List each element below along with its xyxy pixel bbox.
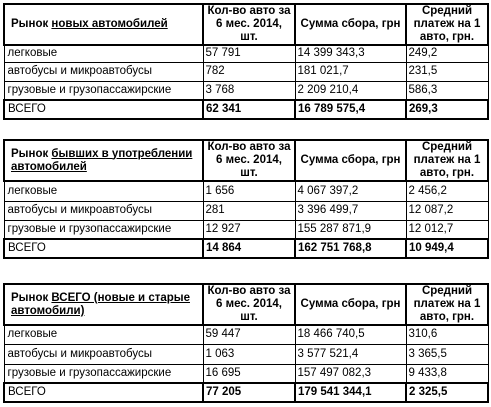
- row-avg: 310,6: [405, 324, 489, 345]
- row-count: 16 695: [202, 363, 296, 384]
- row-count: 3 768: [202, 80, 296, 101]
- row-sum: 181 021,7: [294, 61, 407, 82]
- row-avg: 9 433,8: [405, 363, 489, 384]
- table-row: автобусы и микроавтобусы 1 063 3 577 521…: [3, 343, 489, 365]
- all-cars-table: Рынок ВСЕГО (новые и старые автомобили) …: [3, 283, 489, 403]
- row-avg: 3 365,5: [405, 343, 489, 365]
- market-name: новых автомобилей: [51, 18, 168, 30]
- total-row: ВСЕГО 14 864 162 751 768,8 10 949,4: [3, 238, 489, 259]
- row-sum: 157 497 082,3: [294, 363, 407, 384]
- total-count: 77 205: [202, 382, 296, 403]
- row-label: легковые: [3, 180, 204, 202]
- col-avg-header: Средний платеж на 1 авто, грн.: [405, 283, 489, 326]
- total-sum: 179 541 344,1: [294, 382, 407, 403]
- market-title: Рынок бывших в употреблении автомобилей: [3, 139, 204, 182]
- row-sum: 3 577 521,4: [294, 343, 407, 365]
- total-label: ВСЕГО: [3, 238, 204, 259]
- total-row: ВСЕГО 62 341 16 789 575,4 269,3: [3, 99, 489, 120]
- row-count: 59 447: [202, 324, 296, 345]
- row-avg: 12 012,7: [405, 219, 489, 240]
- row-avg: 12 087,2: [405, 200, 489, 221]
- table-row: грузовые и грузопассажирские 16 695 157 …: [3, 363, 489, 384]
- row-label: грузовые и грузопассажирские: [3, 363, 204, 384]
- table-header-row: Рынок ВСЕГО (новые и старые автомобили) …: [3, 283, 489, 326]
- total-row: ВСЕГО 77 205 179 541 344,1 2 325,5: [3, 382, 489, 403]
- row-count: 57 791: [202, 44, 296, 63]
- row-count: 1 063: [202, 343, 296, 365]
- row-avg: 249,2: [405, 44, 489, 63]
- row-label: легковые: [3, 324, 204, 345]
- row-sum: 3 396 499,7: [294, 200, 407, 221]
- row-count: 782: [202, 61, 296, 82]
- table-row: легковые 59 447 18 466 740,5 310,6: [3, 324, 489, 345]
- row-label: автобусы и микроавтобусы: [3, 200, 204, 221]
- total-sum: 162 751 768,8: [294, 238, 407, 259]
- row-label: автобусы и микроавтобусы: [3, 343, 204, 365]
- col-count-header: Кол-во авто за 6 мес. 2014, шт.: [202, 3, 296, 46]
- total-count: 14 864: [202, 238, 296, 259]
- market-title: Рынок ВСЕГО (новые и старые автомобили): [3, 283, 204, 326]
- table-row: легковые 1 656 4 067 397,2 2 456,2: [3, 180, 489, 202]
- table-row: грузовые и грузопассажирские 12 927 155 …: [3, 219, 489, 240]
- row-sum: 4 067 397,2: [294, 180, 407, 202]
- table-row: автобусы и микроавтобусы 281 3 396 499,7…: [3, 200, 489, 221]
- total-sum: 16 789 575,4: [294, 99, 407, 120]
- row-avg: 586,3: [405, 80, 489, 101]
- table-row: легковые 57 791 14 399 343,3 249,2: [3, 44, 489, 63]
- table-header-row: Рынок новых автомобилей Кол-во авто за 6…: [3, 3, 489, 46]
- row-count: 1 656: [202, 180, 296, 202]
- table-row: грузовые и грузопассажирские 3 768 2 209…: [3, 80, 489, 101]
- table-row: автобусы и микроавтобусы 782 181 021,7 2…: [3, 61, 489, 82]
- col-count-header: Кол-во авто за 6 мес. 2014, шт.: [202, 283, 296, 326]
- total-avg: 10 949,4: [405, 238, 489, 259]
- total-avg: 2 325,5: [405, 382, 489, 403]
- row-sum: 18 466 740,5: [294, 324, 407, 345]
- row-sum: 14 399 343,3: [294, 44, 407, 63]
- row-count: 281: [202, 200, 296, 221]
- row-label: легковые: [3, 44, 204, 63]
- total-label: ВСЕГО: [3, 382, 204, 403]
- col-sum-header: Сумма сбора, грн: [294, 139, 407, 182]
- total-avg: 269,3: [405, 99, 489, 120]
- used-cars-table: Рынок бывших в употреблении автомобилей …: [3, 139, 489, 259]
- total-count: 62 341: [202, 99, 296, 120]
- row-sum: 155 287 871,9: [294, 219, 407, 240]
- row-avg: 231,5: [405, 61, 489, 82]
- col-count-header: Кол-во авто за 6 мес. 2014, шт.: [202, 139, 296, 182]
- table-header-row: Рынок бывших в употреблении автомобилей …: [3, 139, 489, 182]
- market-name: ВСЕГО (новые и старые автомобили): [11, 291, 190, 317]
- new-cars-table: Рынок новых автомобилей Кол-во авто за 6…: [3, 3, 489, 120]
- col-avg-header: Средний платеж на 1 авто, грн.: [405, 139, 489, 182]
- row-label: автобусы и микроавтобусы: [3, 61, 204, 82]
- row-sum: 2 209 210,4: [294, 80, 407, 101]
- col-sum-header: Сумма сбора, грн: [294, 3, 407, 46]
- row-count: 12 927: [202, 219, 296, 240]
- col-avg-header: Средний платеж на 1 авто, грн.: [405, 3, 489, 46]
- market-name: бывших в употреблении автомобилей: [11, 147, 193, 173]
- col-sum-header: Сумма сбора, грн: [294, 283, 407, 326]
- total-label: ВСЕГО: [3, 99, 204, 120]
- market-title: Рынок новых автомобилей: [3, 3, 204, 46]
- row-avg: 2 456,2: [405, 180, 489, 202]
- row-label: грузовые и грузопассажирские: [3, 80, 204, 101]
- row-label: грузовые и грузопассажирские: [3, 219, 204, 240]
